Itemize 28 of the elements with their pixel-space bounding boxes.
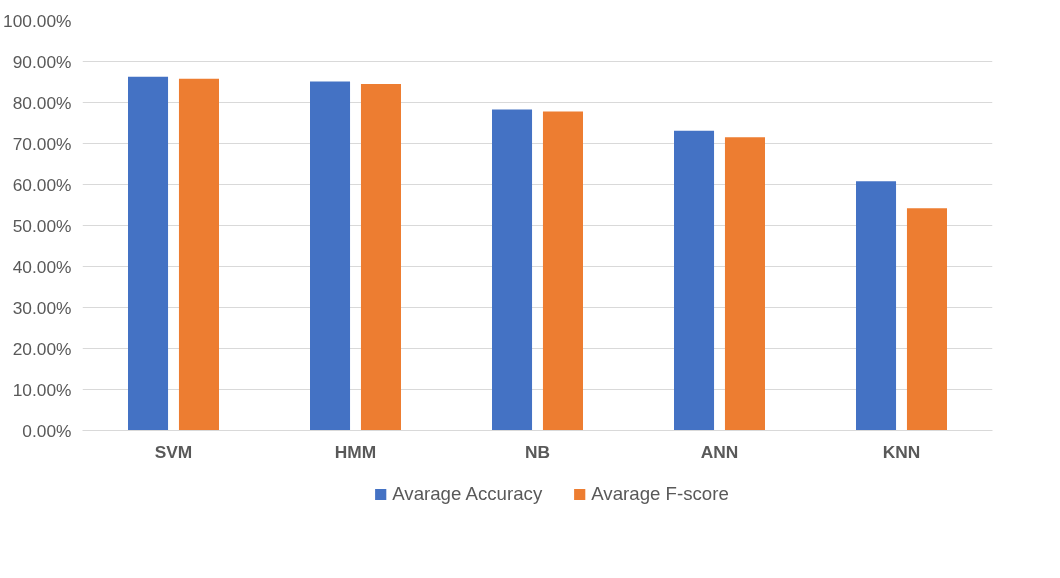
y-tick-label: 30.00%	[12, 297, 72, 318]
y-tick-label: 70.00%	[12, 133, 72, 154]
y-tick-label: 0.00%	[22, 420, 72, 441]
y-tick-label: 60.00%	[12, 174, 72, 195]
y-tick-label: 40.00%	[12, 256, 72, 277]
bar	[492, 109, 533, 431]
x-tick-label: ANN	[700, 441, 739, 462]
bar	[178, 78, 219, 431]
bar	[856, 181, 897, 431]
bar	[360, 84, 401, 431]
x-tick-label: KNN	[882, 441, 921, 462]
bar	[310, 81, 351, 431]
legend-label: Avarage F-score	[591, 483, 729, 505]
x-tick-label: SVM	[154, 441, 193, 462]
y-tick-label: 100.00%	[3, 10, 72, 31]
y-tick-label: 50.00%	[12, 215, 72, 236]
bar	[542, 111, 583, 431]
x-tick-label: HMM	[334, 441, 377, 462]
y-tick-label: 80.00%	[12, 92, 72, 113]
legend-label: Avarage Accuracy	[392, 483, 543, 505]
bar	[724, 137, 765, 431]
bar	[906, 208, 947, 431]
bar	[674, 130, 715, 431]
bar	[128, 76, 169, 431]
y-tick-label: 90.00%	[12, 51, 72, 72]
x-tick-label: NB	[524, 441, 551, 462]
y-tick-label: 10.00%	[12, 379, 72, 400]
y-tick-label: 20.00%	[12, 338, 72, 359]
